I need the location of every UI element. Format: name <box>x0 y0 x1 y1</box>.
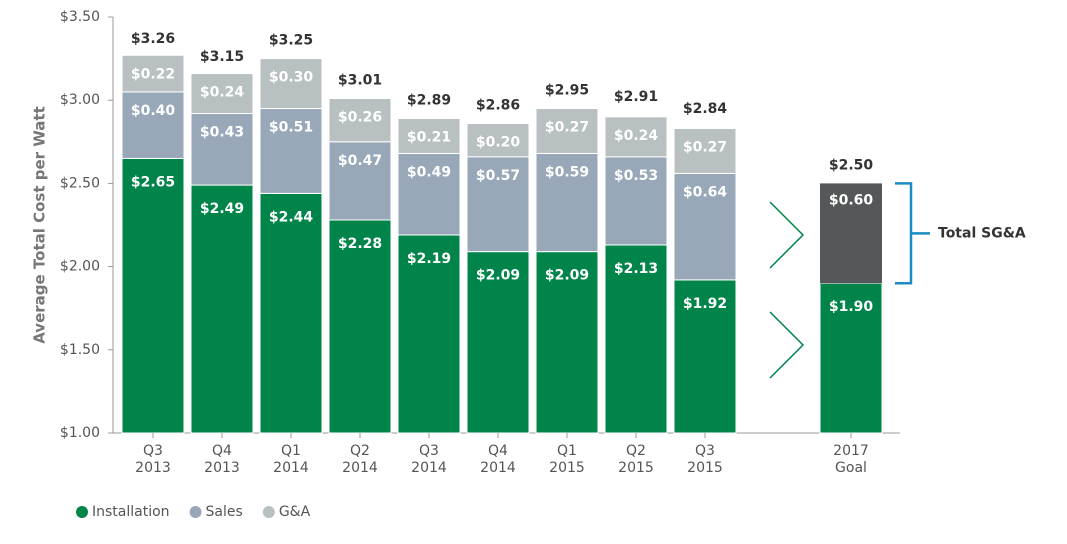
value-label: $2.49 <box>200 201 244 217</box>
bar-segment <box>820 183 882 284</box>
bar-segment <box>819 282 883 434</box>
total-label: $2.84 <box>683 101 728 117</box>
x-tick-label: Q2 2015 <box>618 443 654 476</box>
value-label: $0.24 <box>200 85 245 101</box>
x-tick-label: Q3 2013 <box>135 443 171 476</box>
bar-segment <box>466 251 530 434</box>
value-label: $0.53 <box>614 168 658 184</box>
bar-segment <box>397 152 461 236</box>
total-label: $2.91 <box>614 89 658 105</box>
bar-segment <box>673 172 737 281</box>
y-tick-label: $1.50 <box>60 342 100 358</box>
value-label: $0.40 <box>131 103 176 119</box>
bar-segment <box>328 98 392 143</box>
x-tick-label: Q2 2014 <box>342 443 378 476</box>
chevron <box>769 201 805 269</box>
bar-segment <box>535 251 599 434</box>
bracket <box>895 182 930 285</box>
value-label: $0.26 <box>338 110 382 126</box>
value-label: $0.20 <box>476 134 521 150</box>
total-label: $2.89 <box>407 93 451 109</box>
bar-segment <box>535 108 599 154</box>
bar-segment <box>673 279 737 434</box>
bar-segment <box>466 122 530 158</box>
y-tick-label: $2.50 <box>60 175 100 191</box>
bar-segment <box>190 73 254 115</box>
annotation: Total SG&A <box>938 225 1026 241</box>
legend-swatch <box>262 506 275 518</box>
value-label: $0.22 <box>131 66 175 82</box>
bar-segment <box>121 157 185 434</box>
chevron <box>769 311 805 379</box>
legend-swatch <box>189 506 202 518</box>
bar-segment <box>259 192 323 434</box>
x-tick-label: Q4 2014 <box>480 443 516 476</box>
bar-segment <box>259 58 323 110</box>
x-tick-label: 2017 Goal <box>833 443 869 476</box>
value-label: $1.90 <box>829 299 874 315</box>
bar-segment <box>673 127 737 174</box>
bar-segment <box>397 118 461 154</box>
y-tick-label: $3.50 <box>60 9 100 25</box>
value-label: $0.30 <box>269 70 314 86</box>
value-label: $0.21 <box>407 130 451 146</box>
bar-segment <box>604 244 668 434</box>
total-label: $2.95 <box>545 83 589 99</box>
legend-label: Sales <box>206 504 243 520</box>
total-label: $2.50 <box>829 157 874 173</box>
value-label: $2.28 <box>338 236 382 252</box>
value-label: $0.57 <box>476 168 520 184</box>
value-label: $0.60 <box>829 192 874 208</box>
value-label: $2.09 <box>476 268 520 284</box>
total-label: $3.25 <box>269 33 313 49</box>
value-label: $0.43 <box>200 125 244 141</box>
x-tick-label: Q1 2015 <box>549 443 585 476</box>
total-label: $2.86 <box>476 97 520 113</box>
y-tick-label: $3.00 <box>60 92 100 108</box>
value-label: $0.24 <box>614 128 659 144</box>
y-tick-label: $1.00 <box>60 425 100 441</box>
bar-segment <box>190 184 254 434</box>
bar-segment <box>535 152 599 253</box>
value-label: $0.51 <box>269 120 313 136</box>
value-label: $2.19 <box>407 251 451 267</box>
bar-segment <box>190 113 254 186</box>
value-label: $2.09 <box>545 268 589 284</box>
bar-segment <box>604 116 668 158</box>
value-label: $2.65 <box>131 174 175 190</box>
value-label: $0.49 <box>407 164 451 180</box>
value-label: $0.47 <box>338 153 382 169</box>
bar-segment <box>121 54 185 93</box>
bar-segment <box>121 91 185 159</box>
total-label: $3.15 <box>200 49 244 65</box>
value-label: $0.64 <box>683 184 728 200</box>
legend-label: G&A <box>279 504 311 520</box>
x-tick-label: Q3 2014 <box>411 443 447 476</box>
legend-swatch <box>76 506 88 518</box>
bar-segment <box>604 156 668 246</box>
total-label: $3.26 <box>131 31 175 47</box>
value-label: $2.13 <box>614 261 658 277</box>
x-tick-label: Q3 2015 <box>687 443 723 476</box>
legend-label: Installation <box>92 504 170 520</box>
total-label: $3.01 <box>338 73 382 89</box>
y-axis-label: Average Total Cost per Watt <box>31 106 49 344</box>
bar-segment <box>259 108 323 194</box>
y-tick-label: $2.00 <box>60 259 100 275</box>
value-label: $0.27 <box>545 120 589 136</box>
x-tick-label: Q1 2014 <box>273 443 309 476</box>
value-label: $0.59 <box>545 164 589 180</box>
bar-segment <box>466 156 530 253</box>
value-label: $1.92 <box>683 296 727 312</box>
x-tick-label: Q4 2013 <box>204 443 240 476</box>
value-label: $0.27 <box>683 139 727 155</box>
value-label: $2.44 <box>269 209 314 225</box>
